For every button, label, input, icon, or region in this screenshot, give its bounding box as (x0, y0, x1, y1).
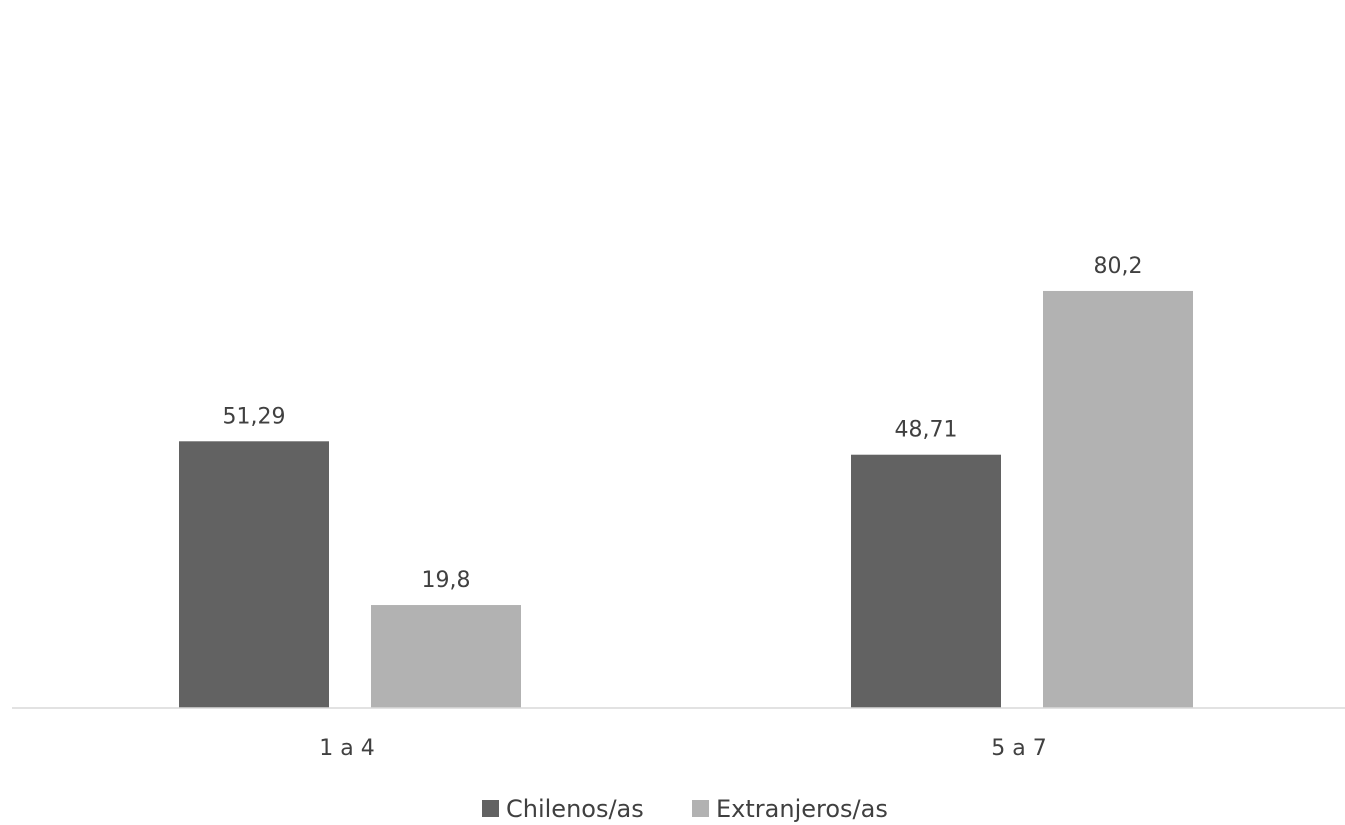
legend-label-chilenos: Chilenos/as (506, 795, 644, 823)
bars-group (179, 290, 1193, 708)
x-tick-labels-group: 1 a 4 5 a 7 (319, 736, 1046, 761)
bar-extranjeros-1 (371, 605, 521, 708)
bar-chilenos-1 (179, 441, 329, 708)
data-label-extranjeros-1: 19,8 (422, 568, 471, 593)
legend-label-extranjeros: Extranjeros/as (716, 795, 888, 823)
data-label-chilenos-2: 48,71 (895, 418, 958, 443)
bar-chilenos-2 (851, 454, 1001, 708)
x-tick-label-2: 5 a 7 (991, 736, 1046, 761)
x-tick-label-1: 1 a 4 (319, 736, 374, 761)
data-labels-group: 51,29 19,8 48,71 80,2 (223, 254, 1143, 593)
legend-swatch-extranjeros (692, 800, 709, 817)
legend: Chilenos/as Extranjeros/as (482, 795, 888, 823)
data-label-chilenos-1: 51,29 (223, 404, 286, 429)
legend-swatch-chilenos (482, 800, 499, 817)
bar-extranjeros-2 (1043, 290, 1193, 708)
data-label-extranjeros-2: 80,2 (1094, 254, 1143, 279)
